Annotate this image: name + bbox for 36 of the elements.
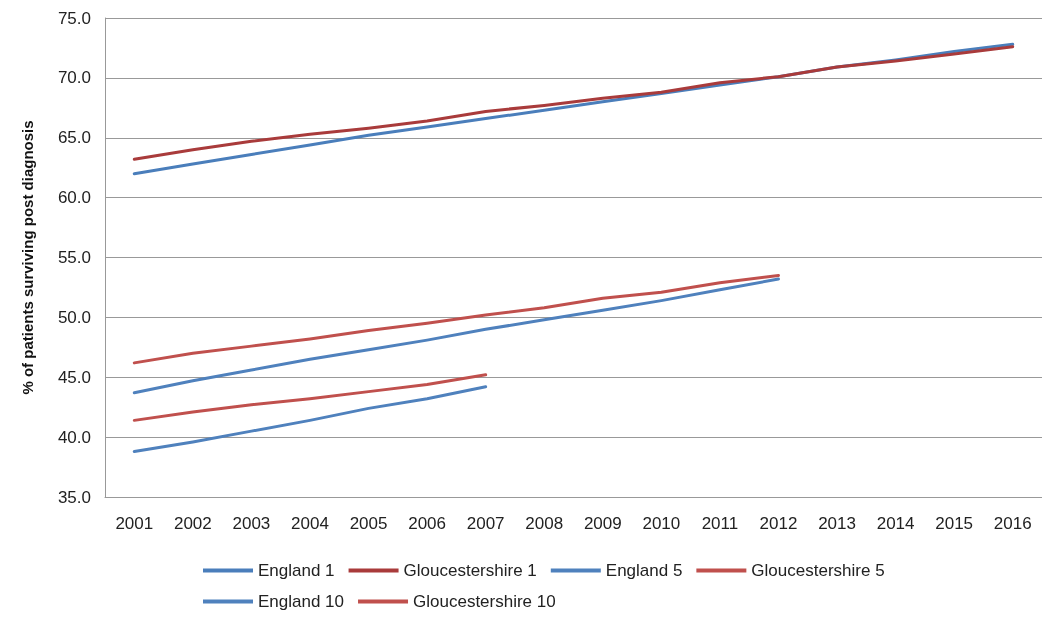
x-tick-label: 2016 (993, 514, 1032, 533)
x-tick-label: 2003 (232, 514, 271, 533)
y-axis-title: % of patients surviving post diagnosis (19, 120, 36, 395)
legend-label: England 1 (258, 561, 335, 580)
x-tick-label: 2006 (408, 514, 447, 533)
y-tick-label: 45.0 (57, 367, 91, 387)
y-tick-label: 70.0 (57, 68, 91, 88)
x-tick-label: 2009 (583, 514, 622, 533)
legend-label: Gloucestershire 10 (413, 592, 556, 611)
y-tick-label: 75.0 (57, 8, 91, 28)
y-tick-label: 55.0 (57, 248, 91, 267)
line-series (132, 273, 780, 365)
y-tick-label: 65.0 (57, 128, 91, 148)
line-series (132, 277, 780, 395)
y-tick-label: 40.0 (57, 427, 91, 447)
x-tick-label: 2004 (291, 514, 329, 533)
x-tick-label: 2007 (466, 514, 505, 533)
x-tick-label: 2008 (525, 514, 564, 533)
legend-label: England 10 (258, 592, 345, 611)
x-tick-label: 2015 (935, 514, 974, 533)
legend-label: Gloucestershire 5 (751, 561, 885, 580)
legend-label: England 5 (605, 561, 683, 580)
x-tick-label: 2001 (115, 514, 154, 533)
x-tick-label: 2011 (701, 514, 739, 533)
y-tick-label: 60.0 (57, 188, 91, 208)
y-tick-label: 35.0 (57, 487, 91, 507)
x-tick-label: 2005 (349, 514, 388, 533)
x-tick-label: 2014 (876, 514, 915, 533)
x-tick-label: 2013 (818, 514, 856, 533)
x-tick-label: 2012 (759, 514, 798, 533)
line-series (132, 373, 488, 422)
line-series (132, 385, 488, 453)
y-tick-label: 50.0 (57, 307, 91, 327)
x-tick-label: 2002 (173, 514, 212, 533)
x-tick-label: 2010 (642, 514, 681, 533)
legend-label: Gloucestershire 1 (403, 561, 537, 580)
